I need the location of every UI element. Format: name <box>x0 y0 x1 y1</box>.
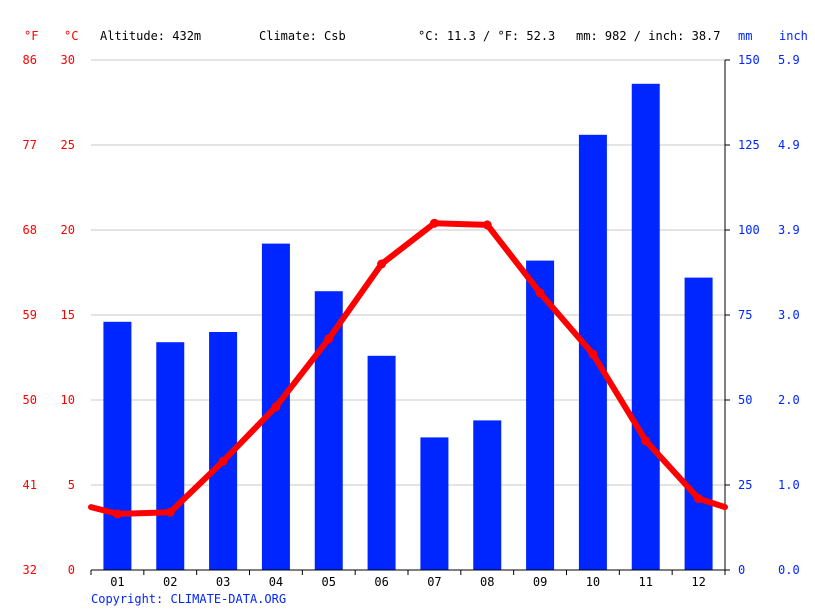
month-tick-label: 12 <box>691 575 705 589</box>
temperature-series-line <box>88 220 728 517</box>
mm-tick-label: 0 <box>738 563 745 577</box>
precip-bar <box>473 420 502 570</box>
celsius-tick-label: 30 <box>61 53 75 67</box>
temperature-point <box>165 507 175 517</box>
fahrenheit-tick-label: 50 <box>23 393 37 407</box>
climate-label: Climate: Csb <box>259 29 346 43</box>
month-tick-label: 08 <box>480 575 494 589</box>
mm-tick-label: 75 <box>738 308 752 322</box>
month-tick-label: 05 <box>322 575 336 589</box>
precipitation-bars <box>103 83 713 571</box>
fahrenheit-tick-label: 68 <box>23 223 37 237</box>
precip-bar <box>526 260 555 570</box>
chart-header: °F °C Altitude: 432m Climate: Csb °C: 11… <box>24 29 808 43</box>
inch-tick-label: 3.9 <box>778 223 800 237</box>
inch-tick-label: 1.0 <box>778 478 800 492</box>
fahrenheit-tick-label: 77 <box>23 138 37 152</box>
precip-total-label: mm: 982 / inch: 38.7 <box>576 29 721 43</box>
celsius-tick-label: 10 <box>61 393 75 407</box>
chart-axes <box>90 59 730 575</box>
tick-labels: 3241505968778605101520253002550751001251… <box>23 53 800 589</box>
avg-temperature-label: °C: 11.3 / °F: 52.3 <box>418 29 555 43</box>
precip-bar <box>156 342 185 570</box>
fahrenheit-tick-label: 59 <box>23 308 37 322</box>
precip-bar <box>684 277 713 570</box>
unit-celsius-label: °C <box>64 29 78 43</box>
copyright-text: Copyright: CLIMATE-DATA.ORG <box>91 592 286 606</box>
altitude-label: Altitude: 432m <box>100 29 201 43</box>
fahrenheit-tick-label: 41 <box>23 478 37 492</box>
celsius-tick-label: 5 <box>68 478 75 492</box>
temperature-point <box>535 288 545 298</box>
inch-tick-label: 2.0 <box>778 393 800 407</box>
mm-tick-label: 50 <box>738 393 752 407</box>
temperature-point <box>218 456 228 466</box>
month-tick-label: 02 <box>163 575 177 589</box>
celsius-tick-label: 20 <box>61 223 75 237</box>
temperature-point <box>482 220 492 230</box>
unit-inch-label: inch <box>779 29 808 43</box>
temperature-point <box>112 509 122 519</box>
month-tick-label: 09 <box>533 575 547 589</box>
month-tick-label: 03 <box>216 575 230 589</box>
inch-tick-label: 0.0 <box>778 563 800 577</box>
fahrenheit-tick-label: 32 <box>23 563 37 577</box>
temperature-point <box>588 349 598 359</box>
temperature-point <box>324 334 334 344</box>
temperature-point <box>429 218 439 228</box>
temperature-line <box>88 218 728 519</box>
mm-tick-label: 100 <box>738 223 760 237</box>
month-tick-label: 07 <box>427 575 441 589</box>
unit-mm-label: mm <box>738 29 752 43</box>
precip-bar <box>103 321 132 570</box>
inch-tick-label: 4.9 <box>778 138 800 152</box>
celsius-tick-label: 15 <box>61 308 75 322</box>
mm-tick-label: 125 <box>738 138 760 152</box>
month-tick-label: 01 <box>110 575 124 589</box>
gridlines <box>91 59 725 486</box>
unit-fahrenheit-label: °F <box>24 29 38 43</box>
temperature-point <box>641 436 651 446</box>
fahrenheit-tick-label: 86 <box>23 53 37 67</box>
precip-bar <box>367 355 396 570</box>
precip-bar <box>314 291 343 570</box>
mm-tick-label: 150 <box>738 53 760 67</box>
inch-tick-label: 5.9 <box>778 53 800 67</box>
temperature-point <box>271 402 281 412</box>
inch-tick-label: 3.0 <box>778 308 800 322</box>
month-tick-label: 11 <box>639 575 653 589</box>
celsius-tick-label: 25 <box>61 138 75 152</box>
month-tick-label: 10 <box>586 575 600 589</box>
precip-bar <box>420 437 449 570</box>
month-tick-label: 04 <box>269 575 283 589</box>
month-tick-label: 06 <box>374 575 388 589</box>
mm-tick-label: 25 <box>738 478 752 492</box>
precip-bar <box>631 83 660 571</box>
temperature-point <box>694 494 704 504</box>
celsius-tick-label: 0 <box>68 563 75 577</box>
temperature-point <box>377 259 387 269</box>
